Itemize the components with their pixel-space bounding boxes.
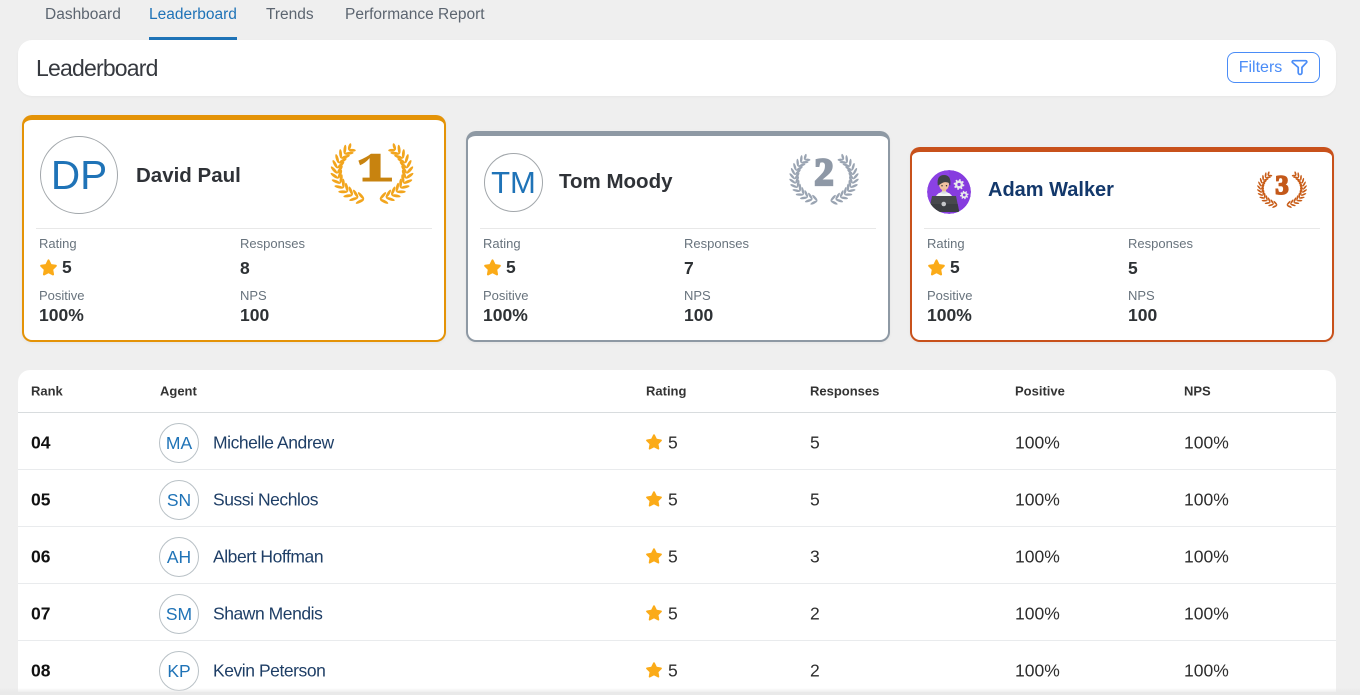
svg-text:3: 3: [1275, 170, 1288, 200]
svg-text:2: 2: [814, 152, 834, 194]
